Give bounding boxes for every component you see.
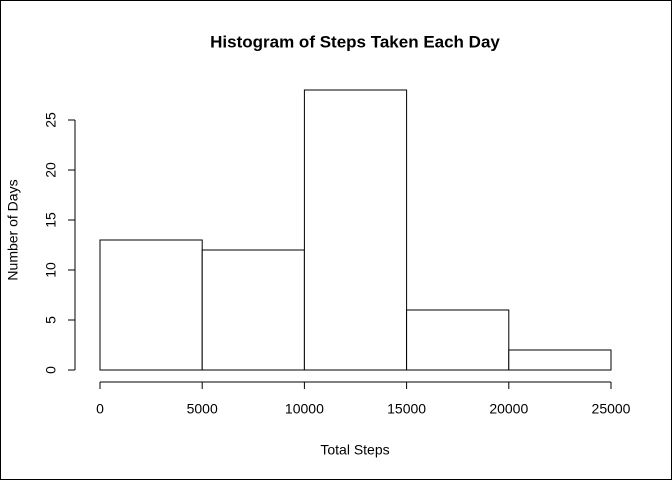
bar	[406, 309, 510, 371]
bar	[201, 249, 305, 371]
bar	[99, 239, 203, 371]
x-axis-label: Total Steps	[320, 442, 389, 458]
y-tick-label: 0	[43, 366, 59, 374]
x-tick-label: 25000	[592, 401, 631, 417]
y-tick-label: 15	[43, 212, 59, 228]
x-tick-label: 20000	[489, 401, 528, 417]
x-tick-label: 5000	[187, 401, 218, 417]
y-tick-label: 10	[43, 262, 59, 278]
y-axis-label: Number of Days	[5, 179, 21, 280]
bar	[508, 349, 612, 371]
y-tick-label: 20	[43, 162, 59, 178]
x-tick-label: 15000	[387, 401, 426, 417]
x-tick-label: 10000	[285, 401, 324, 417]
y-tick-label: 25	[43, 112, 59, 128]
chart-title: Histogram of Steps Taken Each Day	[210, 32, 500, 51]
y-tick-label: 5	[43, 316, 59, 324]
x-tick-label: 0	[96, 401, 104, 417]
bar	[303, 89, 408, 371]
